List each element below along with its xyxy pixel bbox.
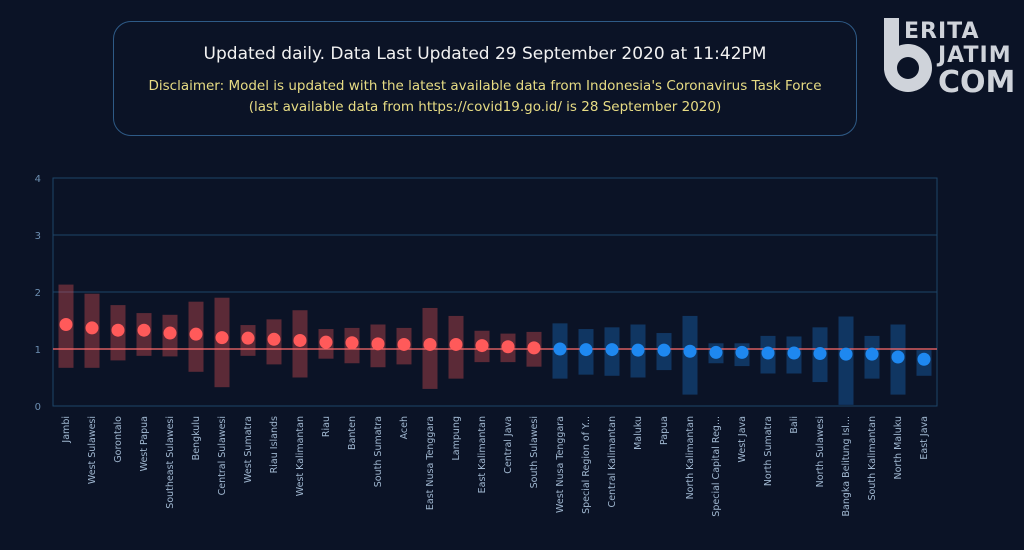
data-point <box>839 347 853 361</box>
x-tick-label: Central Sulawesi <box>217 416 228 495</box>
data-point <box>293 333 307 347</box>
x-tick-label: Bangka Belitung Isl... <box>841 416 852 516</box>
x-tick-label: North Kalimantan <box>685 416 696 499</box>
x-tick-label: East Java <box>919 416 930 460</box>
y-tick-label: 3 <box>35 231 41 242</box>
x-tick-label: West Nusa Tenggara <box>555 416 566 513</box>
data-point <box>137 323 151 337</box>
x-tick-label: Special Region of Y... <box>581 416 592 514</box>
x-tick-label: West Sulawesi <box>87 416 98 484</box>
x-tick-label: Aceh <box>399 416 410 439</box>
y-tick-label: 4 <box>35 174 41 185</box>
x-tick-label: Banten <box>347 416 358 450</box>
disclaimer-line-1: Disclaimer: Model is updated with the la… <box>148 78 822 94</box>
y-tick-label: 0 <box>35 402 41 413</box>
data-point <box>917 352 931 366</box>
data-point <box>709 345 723 359</box>
data-point <box>397 337 411 351</box>
data-point <box>735 345 749 359</box>
data-point <box>267 332 281 346</box>
x-tick-label: Bengkulu <box>191 416 202 460</box>
y-tick-label: 2 <box>35 288 41 299</box>
svg-text:COM: COM <box>938 65 1015 98</box>
data-point <box>449 337 463 351</box>
svg-text:JATIM: JATIM <box>936 43 1012 68</box>
data-point <box>605 343 619 357</box>
data-point <box>59 317 73 331</box>
data-point <box>891 350 905 364</box>
data-point <box>787 346 801 360</box>
beritajatim-logo: ERITA JATIM COM <box>878 14 1018 100</box>
svg-text:ERITA: ERITA <box>904 19 979 44</box>
rt-chart: 0 1 2 3 4 Jambi West Sulawesi Gorontalo West Pap… <box>0 160 1024 545</box>
x-tick-label: North Maluku <box>893 416 904 480</box>
x-tick-label: Lampung <box>451 416 462 460</box>
data-point <box>423 337 437 351</box>
update-banner: Updated daily. Data Last Updated 29 Sept… <box>113 21 857 136</box>
x-tick-label: East Nusa Tenggara <box>425 416 436 510</box>
data-point <box>85 321 99 335</box>
x-tick-label: Bali <box>789 416 800 434</box>
x-tick-label: South Sulawesi <box>529 416 540 488</box>
x-tick-label: West Papua <box>139 416 150 471</box>
chart-svg: 0 1 2 3 4 Jambi West Sulawesi Gorontalo West Pap… <box>35 174 938 517</box>
x-tick-label: Riau <box>321 416 332 437</box>
disclaimer-text: Disclaimer: Model is updated with the la… <box>114 76 856 118</box>
data-point <box>345 336 359 350</box>
data-point <box>501 340 515 354</box>
x-tick-label: West Sumatra <box>243 416 254 483</box>
data-point <box>657 343 671 357</box>
data-point <box>215 331 229 345</box>
x-tick-label: Central Kalimantan <box>607 416 618 507</box>
data-point <box>371 337 385 351</box>
data-point <box>111 323 125 337</box>
data-point <box>579 343 593 357</box>
x-tick-label: Riau Islands <box>269 416 280 473</box>
x-tick-label: North Sulawesi <box>815 416 826 487</box>
data-point <box>189 327 203 341</box>
data-point <box>163 326 177 340</box>
x-tick-label: West Java <box>737 416 748 462</box>
interval-bar <box>838 316 854 405</box>
x-tick-label: West Kalimantan <box>295 416 306 496</box>
data-point <box>527 341 541 355</box>
x-tick-label: Gorontalo <box>113 416 124 463</box>
data-point <box>553 342 567 356</box>
x-tick-label: North Sumatra <box>763 416 774 486</box>
data-point <box>865 347 879 361</box>
data-point <box>319 335 333 349</box>
updated-text: Updated daily. Data Last Updated 29 Sept… <box>203 44 767 64</box>
data-point <box>241 331 255 345</box>
x-tick-label: South Sumatra <box>373 416 384 487</box>
data-point <box>813 347 827 361</box>
x-tick-label: Jambi <box>61 416 72 444</box>
y-tick-label: 1 <box>35 345 41 356</box>
x-tick-label: Southeast Sulawesi <box>165 416 176 509</box>
data-point <box>683 344 697 358</box>
x-tick-label: Central Java <box>503 416 514 474</box>
x-tick-label: Papua <box>659 416 670 445</box>
data-point <box>475 339 489 353</box>
data-point <box>631 343 645 357</box>
data-point <box>761 346 775 360</box>
disclaimer-line-2: (last available data from https://covid1… <box>248 99 722 115</box>
x-tick-label: Maluku <box>633 416 644 450</box>
x-tick-label: Special Capital Reg... <box>711 416 722 517</box>
x-tick-label: South Kalimantan <box>867 416 878 500</box>
x-tick-label: East Kalimantan <box>477 416 488 493</box>
